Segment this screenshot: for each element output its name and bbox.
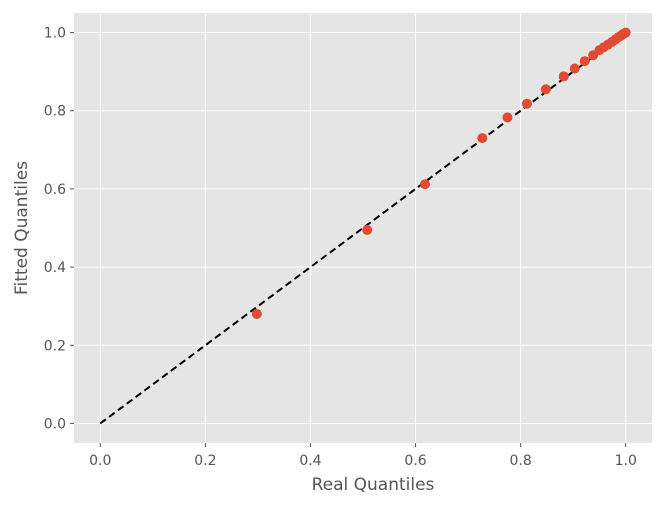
y-tick-label: 0.8 — [44, 104, 66, 120]
x-tick-label: 0.4 — [299, 453, 321, 469]
data-point — [620, 27, 631, 38]
y-tick-label: 0.6 — [44, 182, 66, 198]
x-tick-label: 0.8 — [510, 453, 532, 469]
data-point — [420, 179, 431, 190]
data-point — [521, 98, 532, 109]
data-point — [362, 224, 373, 235]
y-tick-label: 0.4 — [44, 260, 66, 276]
data-point — [540, 84, 551, 95]
y-tick-label: 1.0 — [44, 26, 66, 42]
y-tick-labels: 0.0 0.2 0.4 0.6 0.8 1.0 — [44, 26, 74, 432]
x-tick-label: 1.0 — [615, 453, 637, 469]
x-tick-labels: 0.0 0.2 0.4 0.6 0.8 1.0 — [89, 443, 637, 469]
x-axis-label: Real Quantiles — [312, 475, 435, 495]
y-tick-label: 0.0 — [44, 416, 66, 432]
data-point — [251, 309, 262, 319]
data-point — [579, 56, 590, 67]
grid-lines — [74, 13, 652, 443]
data-point — [569, 63, 580, 74]
reference-line-group — [99, 31, 627, 425]
x-tick-label: 0.6 — [404, 453, 426, 469]
x-tick-label: 0.2 — [194, 453, 216, 469]
data-point — [477, 133, 488, 144]
data-points — [251, 27, 631, 319]
y-tick-label: 0.2 — [44, 338, 66, 354]
data-point — [502, 112, 513, 123]
x-tick-label: 0.0 — [89, 453, 111, 469]
y-axis-label: Fitted Quantiles — [12, 161, 32, 295]
data-point — [558, 71, 569, 82]
reference-line — [99, 31, 627, 425]
